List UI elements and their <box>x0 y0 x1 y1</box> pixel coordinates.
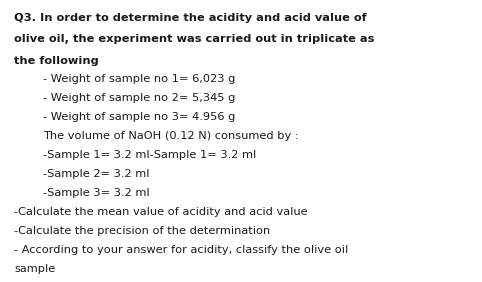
Text: -Calculate the precision of the determination: -Calculate the precision of the determin… <box>14 226 271 236</box>
Text: the following: the following <box>14 56 99 65</box>
Text: -Calculate the mean value of acidity and acid value: -Calculate the mean value of acidity and… <box>14 207 308 217</box>
Text: - Weight of sample no 3= 4.956 g: - Weight of sample no 3= 4.956 g <box>43 113 236 122</box>
Text: - According to your answer for acidity, classify the olive oil: - According to your answer for acidity, … <box>14 245 348 255</box>
Text: sample: sample <box>14 264 56 274</box>
Text: -Sample 1= 3.2 ml-Sample 1= 3.2 ml: -Sample 1= 3.2 ml-Sample 1= 3.2 ml <box>43 150 256 160</box>
Text: - Weight of sample no 2= 5,345 g: - Weight of sample no 2= 5,345 g <box>43 93 236 103</box>
Text: -Sample 3= 3.2 ml: -Sample 3= 3.2 ml <box>43 188 150 198</box>
Text: - Weight of sample no 1= 6,023 g: - Weight of sample no 1= 6,023 g <box>43 74 236 84</box>
Text: olive oil, the experiment was carried out in triplicate as: olive oil, the experiment was carried ou… <box>14 34 375 44</box>
Text: Q3. In order to determine the acidity and acid value of: Q3. In order to determine the acidity an… <box>14 13 367 23</box>
Text: The volume of NaOH (0.12 N) consumed by :: The volume of NaOH (0.12 N) consumed by … <box>43 131 299 141</box>
Text: -Sample 2= 3.2 ml: -Sample 2= 3.2 ml <box>43 169 150 179</box>
